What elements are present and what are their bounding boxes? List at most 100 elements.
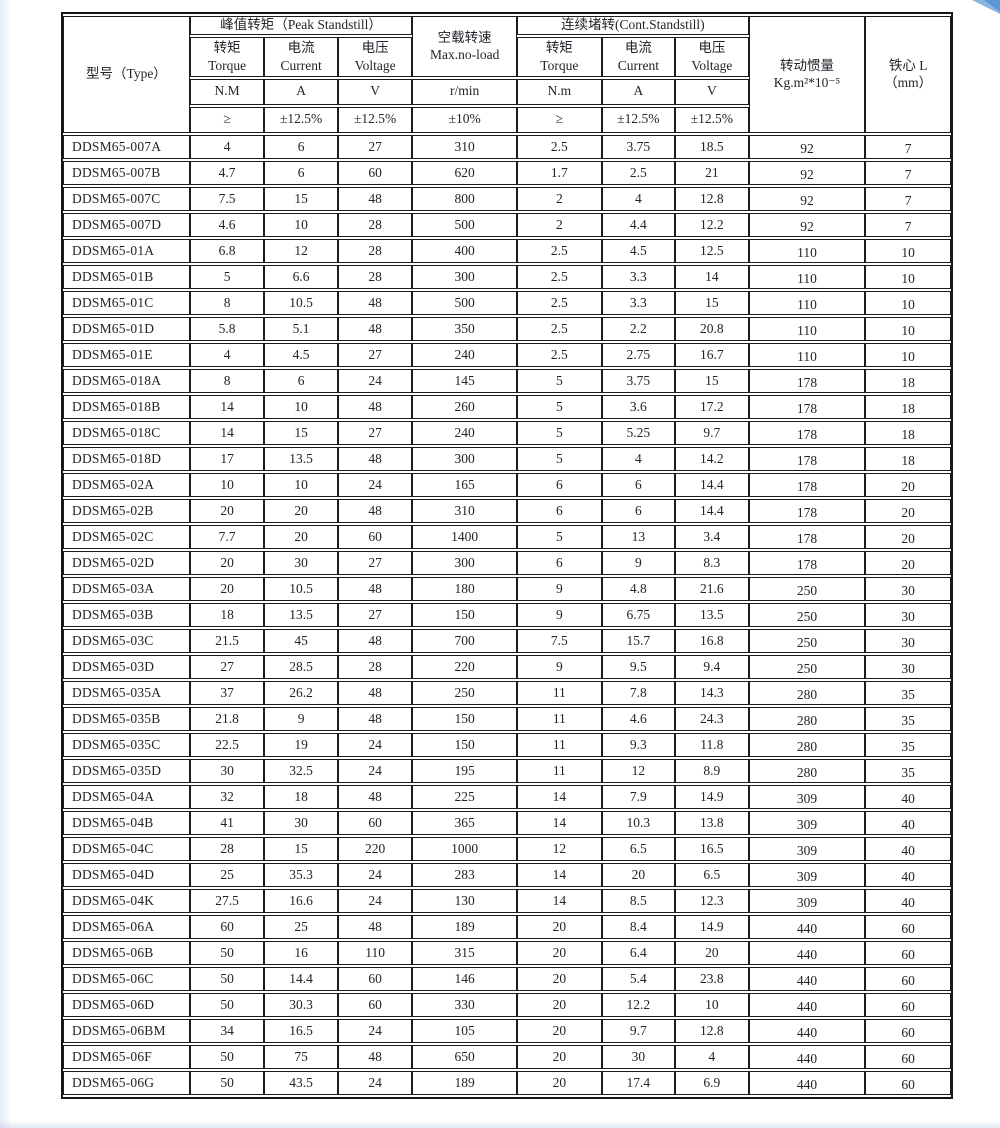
cell-cont-torque: 1.7: [517, 160, 602, 185]
cell-cont-current: 5.4: [601, 966, 676, 991]
cell-core-length: 18: [865, 446, 951, 471]
cell-peak-voltage: 48: [337, 1044, 413, 1069]
cell-core-length: 30: [865, 628, 951, 653]
cell-core-length: 40: [865, 836, 951, 861]
cell-cont-voltage: 3.4: [675, 524, 749, 549]
cell-cont-current: 12.2: [601, 992, 676, 1017]
table-row: DDSM65-02C 7.7 20 60 1400 5 13 3.4 178 2…: [63, 524, 951, 549]
cell-cont-voltage: 16.5: [675, 836, 749, 861]
table-row: DDSM65-04B 41 30 60 365 14 10.3 13.8 309…: [63, 810, 951, 835]
cell-peak-current: 6.6: [264, 264, 338, 289]
cell-peak-torque: 50: [189, 992, 265, 1017]
table-row: DDSM65-06A 60 25 48 189 20 8.4 14.9 440 …: [63, 914, 951, 939]
table-row: DDSM65-018C 14 15 27 240 5 5.25 9.7 178 …: [63, 420, 951, 445]
cell-type: DDSM65-007A: [63, 134, 190, 159]
cell-cont-voltage: 14.9: [675, 784, 749, 809]
cell-inertia: 92: [748, 160, 866, 185]
cell-type: DDSM65-035C: [63, 732, 190, 757]
cell-cont-torque: 14: [517, 888, 602, 913]
cell-peak-voltage: 48: [337, 628, 413, 653]
cell-inertia: 309: [748, 784, 866, 809]
cell-peak-torque: 7.7: [189, 524, 265, 549]
cell-peak-voltage: 28: [337, 264, 413, 289]
cell-peak-voltage: 48: [337, 706, 413, 731]
label-en: Voltage: [691, 57, 733, 73]
cell-type: DDSM65-01A: [63, 238, 190, 263]
tol-cont-current: ±12.5%: [601, 106, 676, 133]
cell-peak-voltage: 48: [337, 680, 413, 705]
tol-cont-voltage: ±12.5%: [675, 106, 749, 133]
table-row: DDSM65-06D 50 30.3 60 330 20 12.2 10 440…: [63, 992, 951, 1017]
cell-core-length: 40: [865, 810, 951, 835]
cell-cont-torque: 11: [517, 758, 602, 783]
tol-noload: ±10%: [412, 106, 518, 133]
cell-inertia: 110: [748, 238, 866, 263]
cell-cont-voltage: 21: [675, 160, 749, 185]
cell-noload-speed: 105: [412, 1018, 518, 1043]
cell-peak-torque: 25: [189, 862, 265, 887]
cell-core-length: 7: [865, 134, 951, 159]
cell-noload-speed: 800: [412, 186, 518, 211]
cell-cont-current: 2.5: [601, 160, 676, 185]
unit-peak-current: A: [264, 78, 338, 105]
cell-peak-current: 10: [264, 212, 338, 237]
cell-noload-speed: 300: [412, 550, 518, 575]
cell-type: DDSM65-06G: [63, 1070, 190, 1095]
header-cont-current: 电流 Current: [601, 36, 676, 77]
cell-cont-current: 4: [601, 446, 676, 471]
cell-peak-voltage: 48: [337, 498, 413, 523]
cell-cont-current: 3.75: [601, 134, 676, 159]
cell-inertia: 440: [748, 1070, 866, 1095]
cell-cont-torque: 2: [517, 186, 602, 211]
cell-peak-current: 10.5: [264, 290, 338, 315]
tol-peak-current: ±12.5%: [264, 106, 338, 133]
cell-cont-torque: 20: [517, 940, 602, 965]
cell-peak-voltage: 60: [337, 524, 413, 549]
cell-type: DDSM65-018B: [63, 394, 190, 419]
cell-peak-torque: 30: [189, 758, 265, 783]
cell-peak-current: 10: [264, 472, 338, 497]
cell-peak-torque: 41: [189, 810, 265, 835]
cell-type: DDSM65-04D: [63, 862, 190, 887]
cell-cont-voltage: 16.7: [675, 342, 749, 367]
cell-peak-voltage: 48: [337, 914, 413, 939]
cell-peak-torque: 4.6: [189, 212, 265, 237]
cell-type: DDSM65-01D: [63, 316, 190, 341]
cell-inertia: 178: [748, 368, 866, 393]
tol-cont-torque: ≥: [517, 106, 602, 133]
cell-peak-voltage: 24: [337, 1018, 413, 1043]
cell-inertia: 440: [748, 1044, 866, 1069]
cell-peak-torque: 7.5: [189, 186, 265, 211]
cell-noload-speed: 250: [412, 680, 518, 705]
cell-inertia: 92: [748, 212, 866, 237]
cell-core-length: 20: [865, 524, 951, 549]
header-peak-current: 电流 Current: [264, 36, 338, 77]
table-row: DDSM65-04D 25 35.3 24 283 14 20 6.5 309 …: [63, 862, 951, 887]
label-cn: 电流: [287, 40, 315, 56]
cell-peak-torque: 6.8: [189, 238, 265, 263]
cell-peak-voltage: 60: [337, 160, 413, 185]
cell-cont-current: 4: [601, 186, 676, 211]
cell-core-length: 60: [865, 940, 951, 965]
cell-core-length: 20: [865, 498, 951, 523]
cell-peak-current: 15: [264, 836, 338, 861]
cell-cont-torque: 5: [517, 524, 602, 549]
table-row: DDSM65-01A 6.8 12 28 400 2.5 4.5 12.5 11…: [63, 238, 951, 263]
cell-cont-torque: 14: [517, 862, 602, 887]
cell-noload-speed: 130: [412, 888, 518, 913]
cell-noload-speed: 225: [412, 784, 518, 809]
table-row: DDSM65-035C 22.5 19 24 150 11 9.3 11.8 2…: [63, 732, 951, 757]
cell-cont-torque: 11: [517, 706, 602, 731]
cell-peak-voltage: 24: [337, 758, 413, 783]
header-inertia-unit: Kg.m²*10⁻⁵: [773, 75, 841, 91]
cell-noload-speed: 189: [412, 1070, 518, 1095]
cell-noload-speed: 650: [412, 1044, 518, 1069]
table-row: DDSM65-02A 10 10 24 165 6 6 14.4 178 20: [63, 472, 951, 497]
cell-peak-current: 20: [264, 498, 338, 523]
cell-peak-voltage: 27: [337, 550, 413, 575]
cell-type: DDSM65-01C: [63, 290, 190, 315]
cell-peak-current: 13.5: [264, 602, 338, 627]
header-type: 型号（Type）: [63, 16, 190, 133]
header-cont-torque: 转矩 Torque: [517, 36, 602, 77]
cell-cont-voltage: 4: [675, 1044, 749, 1069]
